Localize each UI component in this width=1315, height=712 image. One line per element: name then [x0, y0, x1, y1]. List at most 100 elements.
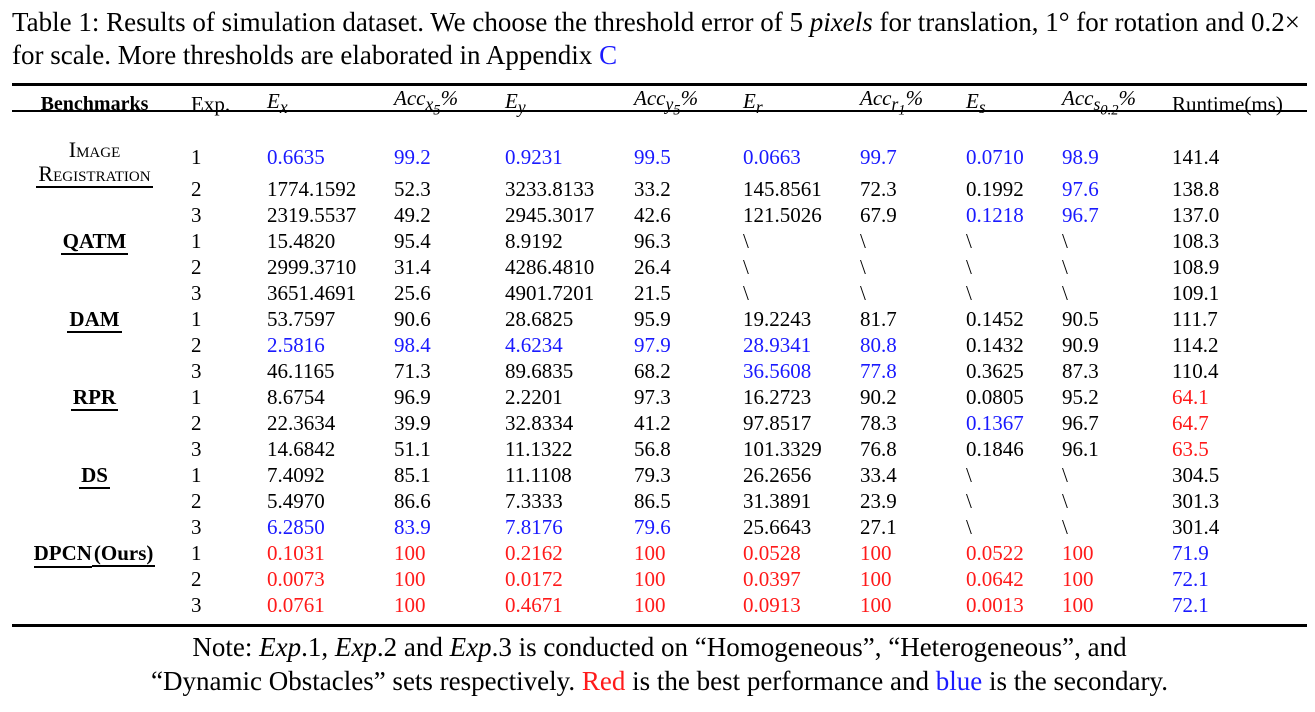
table-row: 2 0.0073 100 0.0172 100 0.0397 100 0.0642 100 72.… [12, 566, 1307, 592]
value-cell: 100 [1062, 540, 1094, 565]
value-cell: 64.1 [1172, 384, 1209, 409]
exp-cell: 1 [191, 384, 202, 409]
value-cell: \ [860, 228, 866, 253]
value-cell: 0.0528 [743, 540, 801, 565]
value-cell: 26.2656 [743, 462, 812, 487]
value-cell: 0.0172 [505, 566, 563, 591]
value-cell: 36.5608 [743, 358, 812, 383]
value-cell: 101.3329 [743, 436, 822, 461]
table-row: 3 46.1165 71.3 89.6835 68.2 36.5608 77.8 0.3625… [12, 358, 1307, 384]
exp-cell: 2 [191, 176, 202, 201]
value-cell: 145.8561 [743, 176, 822, 201]
value-cell: 97.8517 [743, 410, 812, 435]
caption-pixels: pixels [809, 7, 873, 37]
value-cell: 98.4 [394, 332, 431, 357]
value-cell: 114.2 [1172, 332, 1219, 357]
value-cell: 21.5 [634, 280, 671, 305]
value-cell: 304.5 [1172, 462, 1220, 487]
table-row: 2 5.4970 86.6 7.3333 86.5 31.3891 23.9 \ \ 301.3 [12, 488, 1307, 514]
table-row: 3 14.6842 51.1 11.1322 56.8 101.3329 76.8 0.184… [12, 436, 1307, 462]
benchmark-name: Image Registration [36, 136, 153, 188]
value-cell: 97.9 [634, 332, 671, 357]
value-cell: 23.9 [860, 488, 897, 513]
table-row: Image Registration 1 0.6635 99.2 0.9231 99.5 0.… [12, 124, 1307, 188]
value-cell: 28.6825 [505, 306, 574, 331]
value-cell: \ [966, 254, 972, 279]
exp-cell: 1 [191, 540, 202, 565]
value-cell: 25.6 [394, 280, 431, 305]
table-note: Note: Exp.1, Exp.2 and Exp.3 is conducte… [12, 630, 1307, 698]
value-cell: 4.6234 [505, 332, 563, 357]
exp-cell: 2 [191, 488, 202, 513]
legend-blue-word: blue [935, 666, 983, 696]
value-cell: 0.0073 [267, 566, 325, 591]
value-cell: 64.7 [1172, 410, 1209, 435]
value-cell: 100 [860, 592, 892, 617]
value-cell: 100 [634, 566, 666, 591]
value-cell: 90.6 [394, 306, 431, 331]
value-cell: \ [1062, 514, 1068, 539]
value-cell: 100 [860, 566, 892, 591]
value-cell: 14.6842 [267, 436, 336, 461]
appendix-link[interactable]: C [599, 40, 618, 70]
value-cell: 99.2 [394, 144, 431, 169]
exp-cell: 3 [191, 358, 202, 383]
value-cell: 109.1 [1172, 280, 1220, 305]
results-table: Benchmarks Exp. Ex Accx5% Ey Accy5% Er A… [12, 85, 1307, 618]
value-cell: \ [966, 228, 972, 253]
value-cell: 49.2 [394, 202, 431, 227]
exp-cell: 2 [191, 410, 202, 435]
value-cell: 0.4671 [505, 592, 563, 617]
value-cell: 0.1031 [267, 540, 325, 565]
value-cell: 2945.3017 [505, 202, 595, 227]
value-cell: 110.4 [1172, 358, 1219, 383]
value-cell: 81.7 [860, 306, 897, 331]
value-cell: 137.0 [1172, 202, 1220, 227]
value-cell: \ [966, 514, 972, 539]
value-cell: 0.6635 [267, 144, 325, 169]
exp-cell: 2 [191, 566, 202, 591]
table-row: DPCN(Ours) 1 0.1031 100 0.2162 100 0.0528 100 0.… [12, 540, 1307, 568]
table-row: 3 0.0761 100 0.4671 100 0.0913 100 0.0013 100 72.… [12, 592, 1307, 618]
value-cell: 0.1218 [966, 202, 1024, 227]
value-cell: 52.3 [394, 176, 431, 201]
value-cell: 0.0913 [743, 592, 801, 617]
value-cell: 96.9 [394, 384, 431, 409]
table-body: Image Registration 1 0.6635 99.2 0.9231 99.5 0.… [12, 124, 1307, 618]
value-cell: 0.0397 [743, 566, 801, 591]
header-ex: Ex [267, 89, 288, 118]
value-cell: \ [966, 488, 972, 513]
value-cell: 95.2 [1062, 384, 1099, 409]
value-cell: 51.1 [394, 436, 431, 461]
value-cell: 90.9 [1062, 332, 1099, 357]
value-cell: 80.8 [860, 332, 897, 357]
table-row: RPR 1 8.6754 96.9 2.2201 97.3 16.2723 90.2 0.080… [12, 384, 1307, 411]
header-acc-x5: Accx5% [394, 86, 459, 119]
exp-cell: 3 [191, 592, 202, 617]
caption-text-2: for translation, 1° for rotation and 0.2… [12, 7, 1300, 70]
exp-cell: 2 [191, 332, 202, 357]
value-cell: \ [860, 254, 866, 279]
value-cell: 26.4 [634, 254, 671, 279]
value-cell: 96.7 [1062, 202, 1099, 227]
note-line-1: Note: Exp.1, Exp.2 and Exp.3 is conducte… [192, 632, 1127, 662]
value-cell: 100 [634, 540, 666, 565]
value-cell: 33.2 [634, 176, 671, 201]
value-cell: 100 [860, 540, 892, 565]
value-cell: 77.8 [860, 358, 897, 383]
header-acc-s02: Accs0.2% [1062, 86, 1137, 119]
value-cell: 0.1367 [966, 410, 1024, 435]
value-cell: \ [1062, 254, 1068, 279]
value-cell: \ [966, 280, 972, 305]
value-cell: 111.7 [1172, 306, 1218, 331]
value-cell: 15.4820 [267, 228, 336, 253]
table-row: 2 2999.3710 31.4 4286.4810 26.4 \ \ \ \ 108.9 [12, 254, 1307, 280]
value-cell: 68.2 [634, 358, 671, 383]
value-cell: \ [1062, 228, 1068, 253]
value-cell: 99.7 [860, 144, 897, 169]
header-benchmarks: Benchmarks [40, 93, 149, 116]
value-cell: 31.3891 [743, 488, 812, 513]
value-cell: 28.9341 [743, 332, 812, 357]
value-cell: 138.8 [1172, 176, 1220, 201]
header-exp: Exp. [191, 92, 231, 117]
